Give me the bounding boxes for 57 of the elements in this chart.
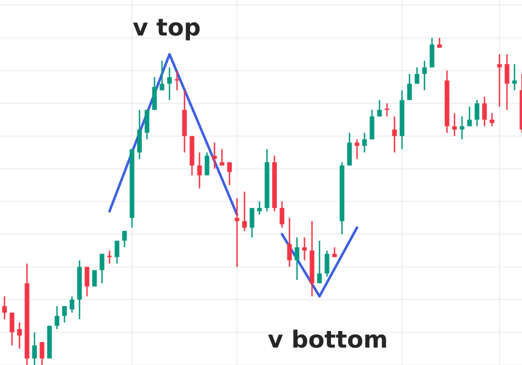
candlestick: [137, 109, 142, 160]
candlestick: [430, 37, 434, 68]
candlestick: [2, 296, 7, 320]
candlestick: [354, 138, 360, 160]
candlestick: [10, 312, 14, 346]
candlestick: [460, 116, 464, 140]
candlestick: [167, 66, 172, 101]
candlestick: [174, 70, 180, 91]
candlestick: [392, 116, 397, 154]
candlestick: [32, 332, 37, 365]
candlestick: [40, 341, 44, 365]
candlestick: [422, 60, 427, 91]
candlestick: [362, 132, 367, 154]
candlestick: [437, 37, 442, 48]
candlestick: [324, 250, 330, 278]
candlestick: [92, 269, 97, 288]
candlestick: [257, 200, 262, 216]
candlestick: [100, 253, 104, 284]
candlestick: [242, 190, 247, 232]
candlestick: [17, 322, 22, 350]
candlestick: [84, 266, 90, 298]
candlestick: [152, 76, 157, 111]
candlestick: [234, 198, 240, 268]
candlestick: [474, 99, 480, 127]
candlestick: [384, 102, 390, 118]
candlestick: [317, 240, 322, 284]
candlestick: [212, 142, 217, 170]
candlestick: [62, 305, 67, 324]
annotation: v bottom: [268, 330, 386, 348]
candlestick: [160, 60, 164, 91]
candlestick: [70, 296, 74, 314]
candlestick: [370, 109, 374, 140]
candlestick: [144, 109, 150, 140]
candlestick: [504, 54, 510, 111]
candlestick: [280, 200, 284, 228]
candlestick: [54, 305, 60, 330]
candlestick: [287, 217, 292, 268]
candlestick: [114, 240, 120, 264]
candlestick: [302, 236, 307, 262]
candlestick: [407, 73, 412, 101]
annotation: v top: [133, 18, 200, 40]
candlestick: [227, 162, 232, 186]
candlestick: [452, 112, 457, 137]
candlestick: [467, 106, 472, 127]
candlestick: [220, 148, 224, 166]
candlestick: [497, 54, 502, 108]
candlestick: [414, 66, 420, 84]
candlestick: [197, 152, 202, 190]
candlestick: [347, 132, 352, 166]
candlestick: [122, 230, 127, 248]
candlestick: [490, 112, 494, 127]
candlestick: [250, 207, 254, 238]
candlestick: [512, 63, 517, 91]
candlestick: [377, 99, 382, 118]
candlestick: [482, 96, 487, 127]
candlestick: [204, 152, 210, 176]
candlestick: [294, 236, 300, 281]
